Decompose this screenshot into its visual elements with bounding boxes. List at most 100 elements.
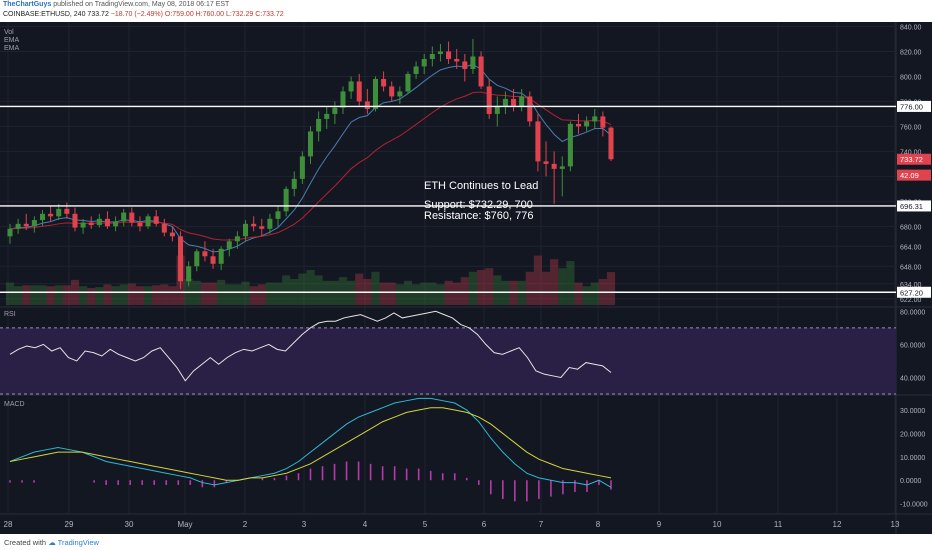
volume-bar xyxy=(233,284,242,305)
legend-macd[interactable]: MACD xyxy=(4,401,25,408)
candle-body xyxy=(251,223,257,227)
candle-body xyxy=(348,81,354,92)
volume-bar xyxy=(476,270,486,305)
volume-bar xyxy=(452,282,461,305)
price-badge-label: 696.31 xyxy=(900,202,923,211)
volume-bar xyxy=(306,270,315,305)
annotation-title: ETH Continues to Lead xyxy=(424,180,538,192)
rsi-tick-label: 40.0000 xyxy=(900,375,925,382)
candle-body xyxy=(494,106,500,114)
candle-body xyxy=(600,116,606,128)
candle-body xyxy=(15,223,21,229)
candle-body xyxy=(535,121,541,162)
candle-body xyxy=(88,222,94,226)
volume-bar xyxy=(355,273,364,305)
author-name[interactable]: TheChartGuys xyxy=(3,1,52,8)
volume-bar xyxy=(38,285,47,305)
price-badge-label: 733.72 xyxy=(900,155,923,164)
time-tick-label: 8 xyxy=(596,520,601,529)
candle-body xyxy=(7,228,13,237)
candle-body xyxy=(226,241,232,249)
volume-bar xyxy=(493,275,502,305)
candle-body xyxy=(608,127,614,160)
volume-bar xyxy=(168,286,177,305)
volume-bar xyxy=(606,272,616,305)
volume-bar xyxy=(468,271,477,305)
candle-body xyxy=(72,213,78,228)
candle-body xyxy=(161,223,167,233)
macd-pane xyxy=(9,397,612,502)
candle-body xyxy=(194,251,200,267)
macd-signal-line xyxy=(9,407,612,481)
price-tick-label: 664.00 xyxy=(900,244,922,251)
volume-bar xyxy=(460,277,469,305)
volume-bar xyxy=(79,286,88,305)
volume-bar xyxy=(95,287,104,305)
volume-bar xyxy=(525,271,534,305)
volume-bar xyxy=(574,282,583,305)
time-tick-label: 5 xyxy=(423,520,428,529)
candle-body xyxy=(218,248,224,264)
time-tick-label: 11 xyxy=(774,520,783,529)
candle-body xyxy=(316,118,322,132)
price-tick-label: 634.00 xyxy=(900,282,922,289)
candle-body xyxy=(234,236,240,242)
chart-annotation[interactable]: ETH Continues to Lead Support: $732.29, … xyxy=(424,180,538,222)
candle-body xyxy=(486,86,492,114)
candle-body xyxy=(23,223,29,227)
candle-body xyxy=(364,101,370,109)
candle-body xyxy=(454,58,460,62)
macd-tick-label: 10.0000 xyxy=(900,455,925,462)
price-badge xyxy=(897,100,931,112)
price-tick-label: 648.00 xyxy=(900,264,922,271)
volume-bar xyxy=(46,286,55,305)
ema-fast-line xyxy=(9,63,612,253)
volume-bar xyxy=(14,286,23,305)
candle-body xyxy=(307,131,314,157)
candle-body xyxy=(389,86,395,97)
rsi-tick-label: 80.0000 xyxy=(900,309,925,316)
last-price: 733.72 xyxy=(87,11,109,18)
candle-body xyxy=(511,98,517,107)
horizontal-levels[interactable] xyxy=(0,105,896,293)
legend-ema-2[interactable]: EMA xyxy=(4,45,20,52)
volume-bar xyxy=(200,282,209,305)
volume-bar xyxy=(225,284,234,305)
axis-labels: 28 29 30 May 2 3 4 5 6 7 8 9 10 11 12 13 840.00 820.00 800… xyxy=(4,24,931,529)
tradingview-brand[interactable]: TradingView xyxy=(57,538,99,547)
candle-body xyxy=(80,222,86,228)
candle-body xyxy=(153,216,159,224)
legend-rsi[interactable]: RSI xyxy=(4,311,16,318)
volume-bar xyxy=(54,285,63,305)
price-badge xyxy=(897,286,931,298)
volume-bar xyxy=(550,259,559,305)
candle-body xyxy=(462,61,468,69)
volume-bar xyxy=(5,282,15,305)
time-tick-label: 30 xyxy=(125,520,134,529)
volume-bar xyxy=(62,285,71,305)
price-badge-label: 42.09 xyxy=(900,171,919,180)
candle-body xyxy=(210,256,216,264)
indicator-legend: Vol EMA EMA RSI MACD xyxy=(4,29,25,408)
candle-body xyxy=(202,251,208,257)
candle-body xyxy=(48,213,54,217)
candle-body xyxy=(340,91,346,108)
candle-body xyxy=(332,107,338,114)
candle-body xyxy=(31,220,37,227)
candle-body xyxy=(275,211,281,219)
candle-body xyxy=(243,223,249,237)
time-tick-label: 2 xyxy=(243,520,248,529)
legend-ema-1[interactable]: EMA xyxy=(4,37,20,44)
legend-vol[interactable]: Vol xyxy=(4,29,14,36)
volume-bar xyxy=(282,275,291,305)
candle-body xyxy=(121,212,127,222)
time-tick-label: 9 xyxy=(657,520,662,529)
volume-bar xyxy=(395,284,404,305)
volume-bar xyxy=(208,282,218,305)
chart-canvas[interactable]: 28 29 30 May 2 3 4 5 6 7 8 9 10 11 12 13 840.00 820.00 800… xyxy=(0,22,932,534)
symbol-line: COINBASE:ETHUSD, 240 733.72 −18.70 (−2.4… xyxy=(3,11,284,18)
candle-body xyxy=(169,232,175,237)
candle-body xyxy=(429,53,435,59)
grid xyxy=(0,22,896,514)
candle-body xyxy=(413,66,419,74)
